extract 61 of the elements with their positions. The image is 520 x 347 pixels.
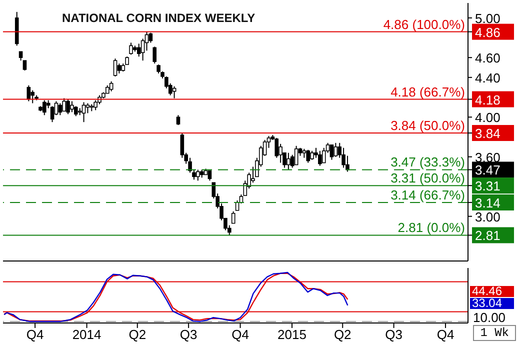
candlestick [117, 63, 122, 74]
candlestick [22, 60, 27, 71]
candlestick [294, 145, 298, 166]
candlestick [62, 98, 66, 112]
candlestick [334, 142, 338, 158]
y-tick-label: 4.86 [475, 24, 500, 40]
x-tick-label: Q2 [334, 327, 352, 342]
candlestick [82, 102, 86, 123]
candlestick [306, 149, 310, 164]
candlestick [42, 100, 46, 116]
x-tick-label: Q4 [232, 327, 249, 342]
x-tick-label: Q3 [180, 327, 198, 342]
candlestick [109, 80, 114, 92]
y-tick-label: 4.18 [475, 92, 500, 108]
y-tick-label: 4.00 [475, 110, 500, 126]
candlestick [70, 100, 74, 113]
ref-line-label: 4.86 (100.0%) [383, 16, 465, 32]
y-tick-label: 4.60 [475, 50, 500, 66]
y-tick-label: 3.60 [475, 150, 500, 165]
candlestick [231, 210, 236, 224]
y-tick-label: 4.40 [475, 70, 500, 86]
x-tick-label: 2015 [278, 327, 306, 342]
text: 1 Wk [473, 325, 516, 341]
candlestick [196, 169, 200, 182]
y-tick-label: 3.47 [475, 162, 500, 178]
x-tick-label: Q2 [128, 327, 146, 342]
y-tick-label: 3.84 [475, 126, 500, 141]
x-tick-label: Q4 [26, 327, 44, 342]
candlestick [58, 102, 62, 116]
candlestick [152, 46, 157, 64]
y-tick-label: 5.00 [475, 10, 500, 26]
candlestick [318, 150, 322, 166]
ref-line-label: 3.31 (50.0%) [390, 170, 465, 186]
y-tick-label: 3.31 [475, 178, 500, 194]
candlestick [129, 42, 133, 56]
x-tick-label: 2014 [72, 327, 102, 342]
text: 33.04 [470, 296, 514, 310]
ref-line-label: 3.84 (50.0%) [390, 118, 465, 133]
candlestick [322, 147, 326, 164]
candlestick [113, 58, 118, 77]
x-tick-label: Q3 [385, 327, 402, 342]
y-tick-label: 3.14 [475, 195, 500, 210]
ref-line-label: 2.81 (0.0%) [398, 220, 465, 236]
candlestick [342, 147, 346, 168]
candlestick [330, 144, 334, 160]
candlestick [148, 32, 153, 44]
ref-line-label: 3.47 (33.3%) [390, 154, 465, 170]
candlestick [30, 90, 35, 104]
text: NATIONAL CORN INDEX WEEKLY [62, 11, 256, 25]
text: 10.00 [473, 310, 506, 325]
ref-line-label: 4.18 (66.7%) [390, 84, 465, 100]
y-tick-label: 2.81 [475, 228, 500, 244]
candlestick [66, 98, 70, 115]
candlestick [286, 152, 290, 170]
y-tick-label: 3.00 [475, 209, 500, 224]
x-tick-label: Q4 [436, 327, 454, 342]
candlestick [94, 100, 98, 111]
ref-line-label: 3.14 (66.7%) [390, 187, 465, 202]
candlestick [176, 114, 180, 126]
candlestick [208, 170, 212, 182]
text: 44.46 [470, 284, 514, 298]
